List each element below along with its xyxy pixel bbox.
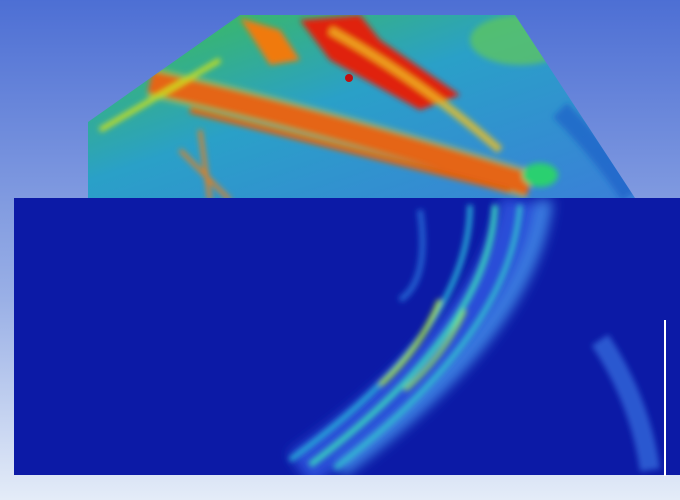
lower-domain (14, 198, 680, 475)
source-point (345, 74, 353, 82)
